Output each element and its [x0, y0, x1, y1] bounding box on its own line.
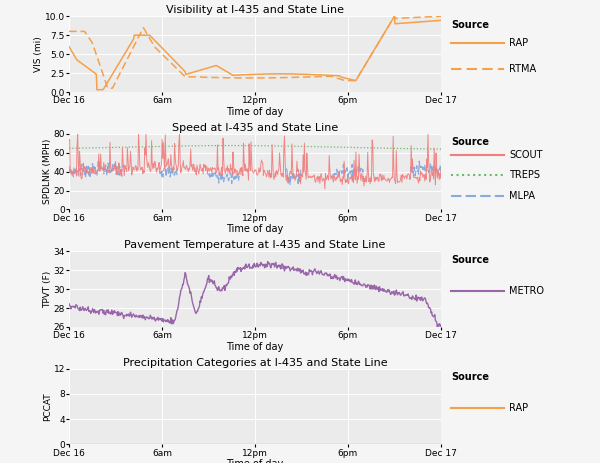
X-axis label: Time of day: Time of day	[226, 106, 284, 117]
Text: RTMA: RTMA	[509, 64, 536, 74]
Text: Source: Source	[451, 255, 489, 265]
Title: Pavement Temperature at I-435 and State Line: Pavement Temperature at I-435 and State …	[124, 240, 386, 250]
Text: TREPS: TREPS	[509, 170, 541, 181]
Title: Speed at I-435 and State Line: Speed at I-435 and State Line	[172, 123, 338, 133]
Text: MLPA: MLPA	[509, 191, 535, 201]
Y-axis label: TPVT (F): TPVT (F)	[43, 270, 52, 308]
Text: Source: Source	[451, 20, 489, 30]
Text: RAP: RAP	[509, 403, 529, 413]
Text: Source: Source	[451, 372, 489, 382]
Text: SCOUT: SCOUT	[509, 150, 543, 160]
X-axis label: Time of day: Time of day	[226, 224, 284, 234]
Text: Source: Source	[451, 138, 489, 148]
Text: METRO: METRO	[509, 286, 544, 295]
Y-axis label: PCCAT: PCCAT	[43, 392, 52, 421]
Y-axis label: VIS (mi): VIS (mi)	[34, 36, 43, 72]
Text: RAP: RAP	[509, 38, 529, 48]
X-axis label: Time of day: Time of day	[226, 342, 284, 351]
X-axis label: Time of day: Time of day	[226, 459, 284, 463]
Title: Visibility at I-435 and State Line: Visibility at I-435 and State Line	[166, 6, 344, 15]
Y-axis label: SPDLNK (MPH): SPDLNK (MPH)	[43, 139, 52, 204]
Title: Precipitation Categories at I-435 and State Line: Precipitation Categories at I-435 and St…	[122, 358, 388, 368]
